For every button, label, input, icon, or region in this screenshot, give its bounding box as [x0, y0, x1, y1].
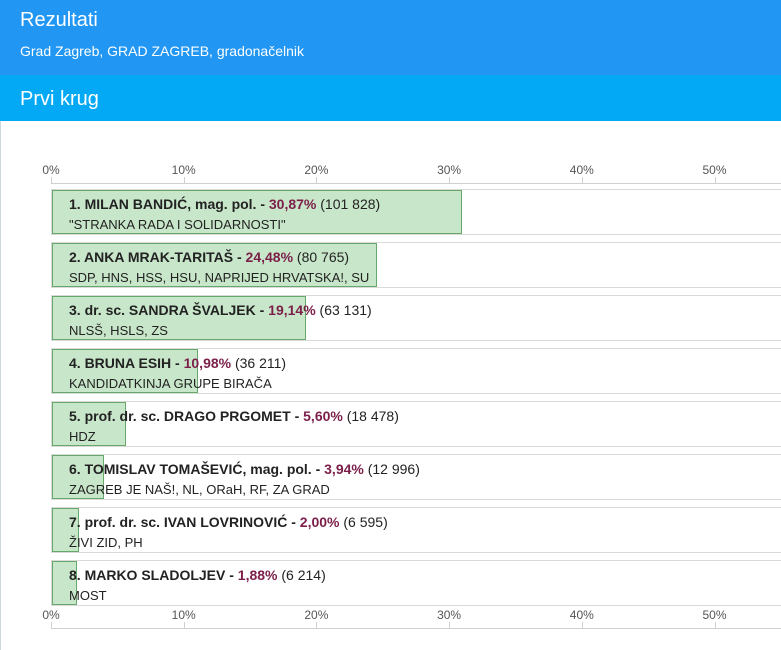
axis-tick-label: 40% [569, 163, 594, 177]
candidate-party: HDZ [69, 429, 96, 444]
result-bar [52, 561, 77, 605]
axis-tick [581, 177, 583, 183]
candidate-percent: 30,87% [268, 196, 317, 212]
candidate-name: 1. MILAN BANDIĆ, mag. pol. - [69, 196, 269, 212]
candidate-percent: 3,94% [324, 461, 364, 477]
candidate-row: 6. TOMISLAV TOMAŠEVIĆ, mag. pol. - 3,94%… [51, 454, 781, 500]
result-bar [52, 243, 377, 287]
axis-tick [51, 622, 52, 628]
candidate-party: ŽIVI ZID, PH [69, 535, 143, 550]
candidate-row: 3. dr. sc. SANDRA ŠVALJEK - 19,14% (63 1… [51, 295, 781, 341]
axis-tick [714, 177, 716, 183]
candidate-row: 5. prof. dr. sc. DRAGO PRGOMET - 5,60% (… [51, 401, 781, 447]
result-bar [52, 455, 105, 499]
axis-tick [449, 177, 451, 183]
candidate-row: 1. MILAN BANDIĆ, mag. pol. - 30,87% (101… [51, 189, 781, 235]
candidate-votes: (63 131) [315, 302, 372, 318]
axis-tick-label: 10% [171, 608, 196, 622]
candidate-row: 4. BRUNA ESIH - 10,98% (36 211) KANDIDATK… [51, 348, 781, 394]
candidate-result-line: 1. MILAN BANDIĆ, mag. pol. - 30,87% (101… [69, 196, 380, 212]
candidate-result-line: 8. MARKO SLADOLJEV - 1,88% (6 214) [69, 567, 326, 583]
axis-tick-label: 20% [304, 608, 329, 622]
candidate-result-line: 4. BRUNA ESIH - 10,98% (36 211) [69, 355, 286, 371]
axis-line [51, 183, 781, 184]
axis-tick-label: 40% [569, 608, 594, 622]
candidate-party: MOST [69, 588, 107, 603]
axis-tick [183, 177, 185, 183]
candidate-party: NLSŠ, HSLS, ZS [69, 323, 168, 338]
axis-tick-label: 50% [702, 163, 727, 177]
axis-tick [316, 177, 318, 183]
axis-tick-label: 30% [437, 608, 462, 622]
axis-line [51, 628, 781, 629]
candidate-result-line: 2. ANKA MRAK-TARITAŠ - 24,48% (80 765) [69, 249, 349, 265]
candidate-result-line: 6. TOMISLAV TOMAŠEVIĆ, mag. pol. - 3,94%… [69, 461, 420, 477]
candidate-party: SDP, HNS, HSS, HSU, NAPRIJED HRVATSKA!, … [69, 270, 370, 285]
axis-tick-label: 0% [42, 608, 60, 622]
result-bar [52, 402, 127, 446]
candidate-votes: (6 595) [339, 514, 388, 530]
candidate-name: 3. dr. sc. SANDRA ŠVALJEK - [69, 302, 269, 318]
candidate-name: 7. prof. dr. sc. IVAN LOVRINOVIĆ - [69, 514, 300, 530]
candidate-result-line: 5. prof. dr. sc. DRAGO PRGOMET - 5,60% (… [69, 408, 399, 424]
results-panel [0, 121, 781, 650]
candidate-votes: (36 211) [231, 355, 287, 371]
candidate-percent: 5,60% [303, 408, 343, 424]
candidate-votes: (101 828) [316, 196, 381, 212]
candidate-party: "STRANKA RADA I SOLIDARNOSTI" [69, 217, 286, 232]
round-header: Prvi krug [0, 75, 781, 121]
result-bar [52, 349, 198, 393]
axis-tick [183, 622, 185, 628]
axis-tick [51, 177, 52, 183]
candidate-row: 8. MARKO SLADOLJEV - 1,88% (6 214) MOST [51, 560, 781, 606]
candidate-row: 7. prof. dr. sc. IVAN LOVRINOVIĆ - 2,00%… [51, 507, 781, 553]
candidate-votes: (12 996) [363, 461, 420, 477]
candidate-name: 4. BRUNA ESIH - [69, 355, 184, 371]
results-header: Rezultati Grad Zagreb, GRAD ZAGREB, grad… [0, 0, 781, 75]
result-bar [52, 296, 306, 340]
candidate-votes: (18 478) [342, 408, 399, 424]
candidate-percent: 24,48% [245, 249, 294, 265]
candidate-row: 2. ANKA MRAK-TARITAŠ - 24,48% (80 765) SD… [51, 242, 781, 288]
bottom-axis: 0% 10% 20% 30% 40% 50% [0, 608, 781, 630]
election-subtitle: Grad Zagreb, GRAD ZAGREB, gradonačelnik [20, 43, 305, 59]
result-bar [52, 508, 79, 552]
axis-tick [449, 622, 451, 628]
axis-tick-label: 30% [437, 163, 462, 177]
result-bar [52, 190, 462, 234]
candidate-percent: 1,88% [237, 567, 278, 583]
candidate-result-line: 3. dr. sc. SANDRA ŠVALJEK - 19,14% (63 1… [69, 302, 372, 318]
candidate-name: 8. MARKO SLADOLJEV - [69, 567, 238, 583]
axis-tick-label: 50% [702, 608, 727, 622]
candidate-percent: 19,14% [268, 302, 316, 318]
round-title: Prvi krug [20, 88, 99, 110]
candidate-party: ZAGREB JE NAŠ!, NL, ORaH, RF, ZA GRAD [69, 482, 330, 497]
candidate-name: 6. TOMISLAV TOMAŠEVIĆ, mag. pol. - [69, 461, 325, 477]
candidate-party: KANDIDATKINJA GRUPE BIRAČA [69, 376, 272, 391]
axis-tick [581, 622, 583, 628]
axis-tick-label: 0% [42, 163, 60, 177]
axis-tick [714, 622, 716, 628]
candidate-votes: (6 214) [277, 567, 326, 583]
candidate-percent: 2,00% [299, 514, 340, 530]
axis-tick-label: 20% [304, 163, 329, 177]
candidate-name: 5. prof. dr. sc. DRAGO PRGOMET - [69, 408, 304, 424]
page-title: Rezultati [20, 9, 98, 31]
candidate-name: 2. ANKA MRAK-TARITAŠ - [69, 249, 246, 265]
candidate-percent: 10,98% [183, 355, 232, 371]
axis-tick [316, 622, 318, 628]
candidate-votes: (80 765) [293, 249, 350, 265]
top-axis: 0% 10% 20% 30% 40% 50% [0, 163, 781, 185]
axis-tick-label: 10% [171, 163, 196, 177]
candidate-result-line: 7. prof. dr. sc. IVAN LOVRINOVIĆ - 2,00%… [69, 514, 388, 530]
